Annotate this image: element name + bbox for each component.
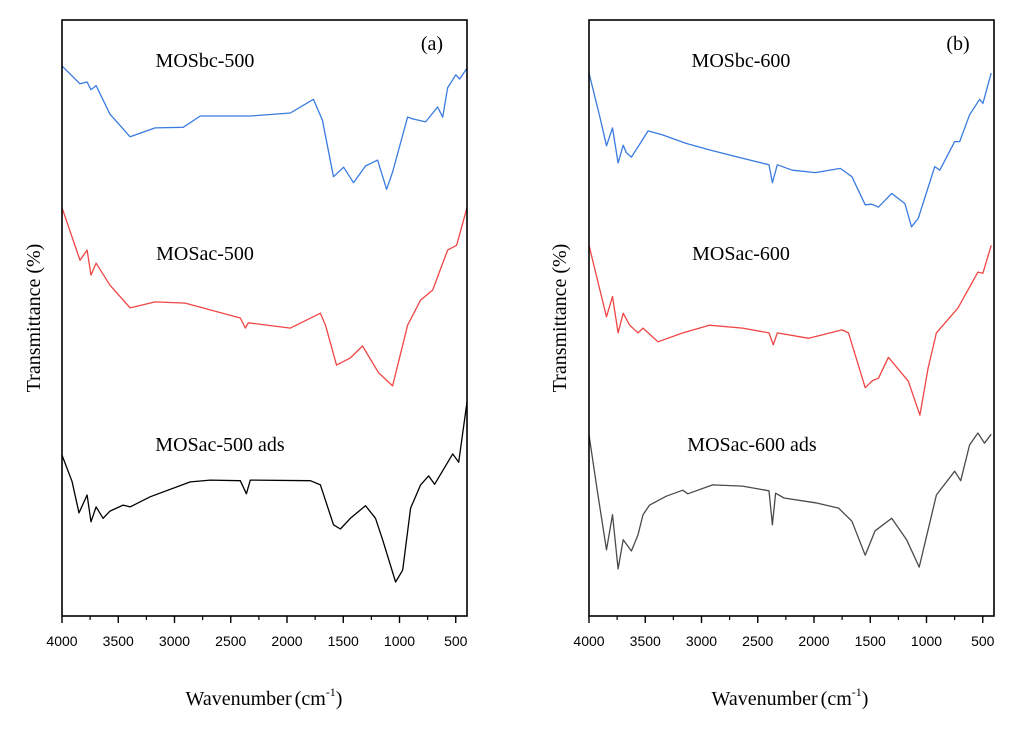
series-line-mosac-500-ads (61, 401, 468, 583)
x-tick-label: 1000 (911, 633, 942, 649)
x-tick-label: 3500 (103, 633, 134, 649)
series-line-mosbc-600 (588, 72, 992, 228)
series-line-mosac-600-ads (588, 432, 992, 570)
x-tick-label: 3000 (159, 633, 190, 649)
panel-label: (b) (946, 33, 969, 55)
series-line-mosac-500 (61, 207, 468, 387)
x-tick-label: 3000 (686, 633, 717, 649)
plot-frame (61, 19, 468, 617)
x-tick-label: 4000 (573, 633, 604, 649)
series-label-mosac-500: MOSac-500 (156, 243, 254, 265)
series-line-mosbc-500 (61, 65, 468, 190)
series-label-mosac-600: MOSac-600 (692, 243, 790, 265)
x-tick-label: 500 (971, 633, 995, 649)
x-tick-label: 1500 (855, 633, 886, 649)
plot-frame (588, 19, 995, 617)
x-tick-label: 1500 (328, 633, 359, 649)
x-tick-label: 2000 (271, 633, 302, 649)
series-label-mosbc-500: MOSbc-500 (156, 50, 255, 72)
series-label-mosac-600-ads: MOSac-600 ads (687, 434, 817, 456)
series-label-mosbc-600: MOSbc-600 (692, 50, 791, 72)
series-line-mosac-600 (588, 245, 992, 416)
series-label-mosac-500-ads: MOSac-500 ads (155, 434, 285, 456)
x-tick-label: 2500 (742, 633, 773, 649)
y-axis-label: Transmittance (%) (23, 244, 45, 393)
x-axis-title: Wavenumber (cm-1) (186, 685, 343, 710)
y-axis-label: Transmittance (%) (549, 244, 571, 393)
x-tick-label: 2500 (215, 633, 246, 649)
panel-a: Transmittance (%) (a) MOSbc-500 MOSac-50… (23, 19, 468, 710)
x-tick-label: 4000 (46, 633, 77, 649)
x-tick-label: 3500 (630, 633, 661, 649)
x-tick-label: 500 (444, 633, 468, 649)
x-axis-title: Wavenumber (cm-1) (712, 685, 869, 710)
x-tick-label: 2000 (798, 633, 829, 649)
panel-label: (a) (421, 33, 443, 55)
panel-b: Transmittance (%) (b) MOSbc-600 MOSac-60… (549, 19, 995, 710)
x-tick-label: 1000 (384, 633, 415, 649)
